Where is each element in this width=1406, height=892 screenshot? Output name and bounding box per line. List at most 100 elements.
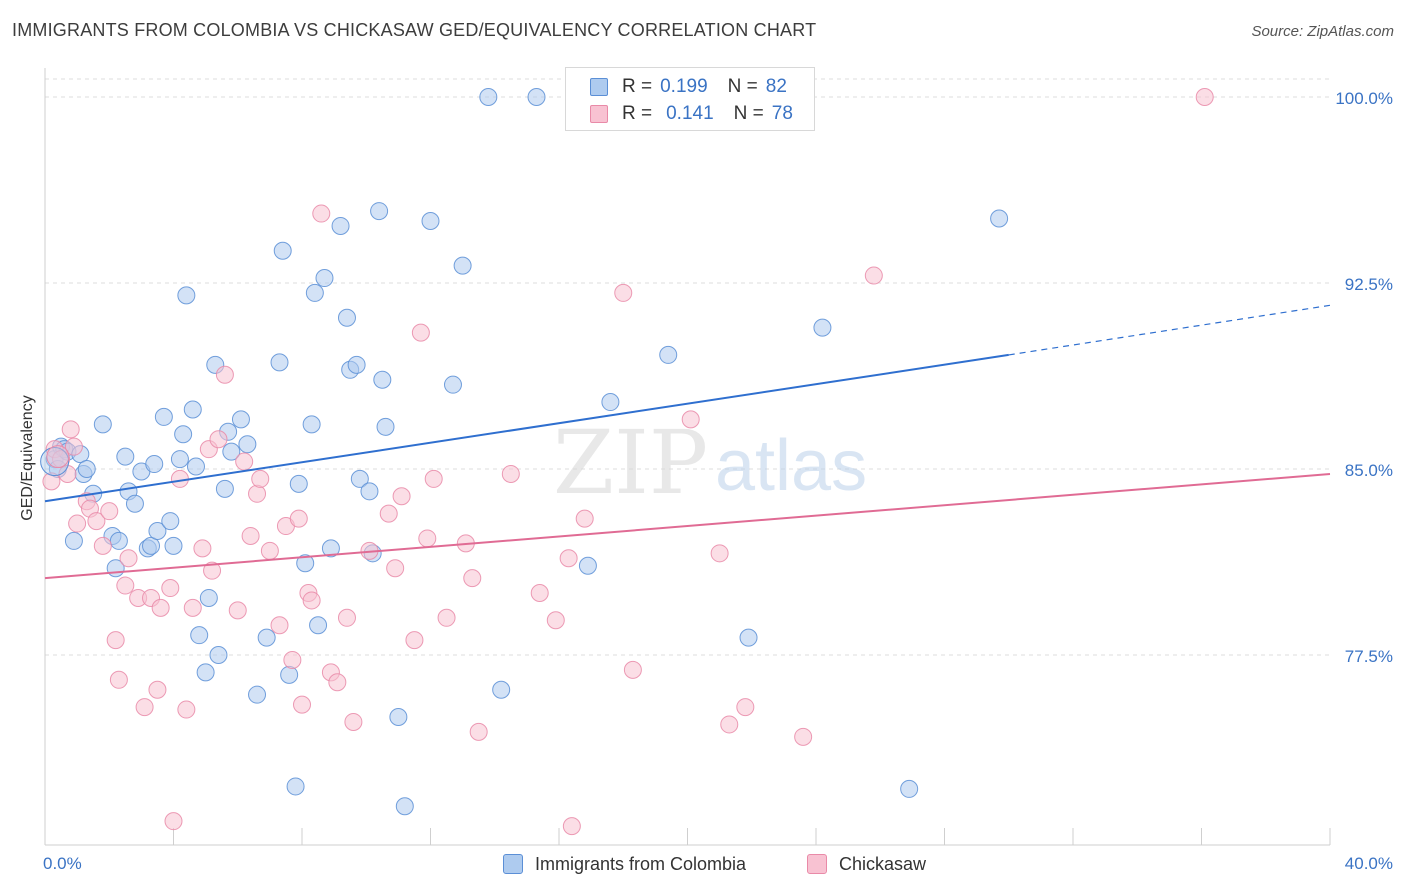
chickasaw-point	[328, 673, 347, 692]
colombia-point	[148, 522, 167, 540]
chickasaw-point	[209, 430, 228, 449]
bottom-legend-colombia-label: Immigrants from Colombia	[535, 853, 747, 874]
colombia-point	[209, 646, 228, 664]
chickasaw-point	[736, 698, 755, 717]
bottom-swatch-colombia	[503, 854, 523, 874]
chickasaw-point	[151, 598, 170, 617]
colombia-point	[93, 415, 112, 434]
legend-n-value: 82	[765, 76, 787, 97]
colombia-point	[154, 407, 173, 426]
colombia-point	[257, 628, 276, 647]
colombia-point	[395, 797, 414, 816]
chickasaw-point	[235, 452, 254, 471]
colombia-point	[270, 353, 289, 372]
y-tick-label: 85.0%	[1345, 461, 1393, 480]
colombia-point	[289, 474, 308, 493]
chickasaw-point	[228, 601, 247, 620]
chickasaw-point	[530, 584, 549, 602]
chickasaw-point	[203, 561, 222, 580]
colombia-point	[238, 435, 257, 454]
chickasaw-point	[386, 559, 405, 578]
colombia-point	[305, 283, 324, 302]
chickasaw-point	[437, 608, 456, 627]
chickasaw-point	[546, 611, 565, 630]
chart-title: IMMIGRANTS FROM COLOMBIA VS CHICKASAW GE…	[12, 20, 817, 40]
chickasaw-point	[418, 529, 437, 548]
colombia-point	[215, 479, 234, 498]
legend-r-value: 0.141	[666, 103, 714, 124]
chickasaw-point	[864, 266, 883, 285]
colombia-point	[389, 708, 408, 726]
chickasaw-point	[64, 437, 83, 456]
colombia-point	[813, 318, 832, 337]
bottom-legend-colombia: Immigrants from Colombia	[503, 851, 746, 877]
chickasaw-point	[93, 536, 112, 555]
chickasaw-point	[463, 569, 482, 588]
chickasaw-point	[623, 660, 642, 679]
colombia-point	[315, 269, 334, 288]
chickasaw-point	[58, 464, 77, 483]
y-tick-label: 92.5%	[1345, 275, 1393, 294]
chickasaw-point	[87, 512, 106, 531]
colombia-point	[900, 779, 919, 798]
x-tick-label: 40.0%	[1345, 854, 1393, 873]
chickasaw-point	[575, 509, 594, 528]
legend-n-label: N =	[727, 76, 758, 97]
chickasaw-point	[177, 700, 196, 719]
chickasaw-point	[68, 514, 87, 533]
legend-r-label: R =	[622, 103, 653, 124]
axis-layer	[44, 68, 1331, 846]
colombia-point	[347, 355, 366, 374]
chickasaw-point	[289, 509, 308, 528]
colombia-point	[321, 539, 340, 558]
colombia-point	[479, 88, 498, 106]
chickasaw-point	[109, 670, 128, 689]
colombia-point	[360, 482, 379, 501]
colombia-point	[659, 345, 678, 364]
legend-n-label: N =	[733, 103, 764, 124]
tick-layer: 77.5% 85.0% 92.5% 100.0% 0.0% 40.0%	[43, 89, 1393, 873]
chickasaw-point	[116, 576, 135, 595]
colombia-point	[248, 685, 267, 704]
legend: R = 0.199 N = 82 R = 0.141 N = 78	[565, 67, 815, 131]
colombia-point	[302, 415, 321, 434]
chickasaw-point	[337, 608, 356, 627]
chickasaw-point	[119, 549, 138, 568]
colombia-point	[77, 460, 96, 478]
colombia-point	[142, 536, 161, 555]
chickasaw-point	[241, 526, 260, 545]
legend-row-colombia: R = 0.199 N = 82	[590, 75, 787, 99]
chickasaw-point	[424, 469, 443, 488]
colombia-point	[116, 447, 135, 466]
grid-layer	[45, 78, 1330, 656]
watermark-atlas: atlas	[715, 426, 867, 506]
source-label: Source: ZipAtlas.com	[1251, 23, 1394, 40]
bottom-swatch-chickasaw	[807, 854, 827, 874]
chickasaw-point	[161, 579, 180, 598]
chickasaw-point	[681, 410, 700, 429]
chickasaw-point	[183, 598, 202, 617]
colombia-point	[40, 447, 70, 477]
trend-layer	[44, 304, 1331, 580]
chickasaw-point	[106, 631, 125, 650]
colombia-point	[331, 216, 350, 235]
colombia-point	[177, 286, 196, 305]
chickasaw-point	[1195, 88, 1214, 106]
chickasaw-point	[501, 464, 520, 483]
colombia-point	[337, 308, 356, 327]
colombia-trend-line	[44, 353, 1009, 503]
colombia-point	[280, 665, 299, 684]
chickasaw-point	[148, 680, 167, 699]
chickasaw-point	[135, 698, 154, 717]
colombia-point	[492, 680, 511, 699]
colombia-point	[161, 512, 180, 531]
colombia-point	[273, 241, 292, 260]
colombia-point	[231, 410, 250, 429]
chickasaw-point	[42, 472, 61, 491]
legend-r-label: R =	[622, 76, 653, 97]
colombia-point	[739, 628, 758, 647]
points-layer	[40, 88, 1214, 836]
colombia-point	[443, 375, 462, 394]
watermark-zip: ZIP	[553, 411, 708, 514]
